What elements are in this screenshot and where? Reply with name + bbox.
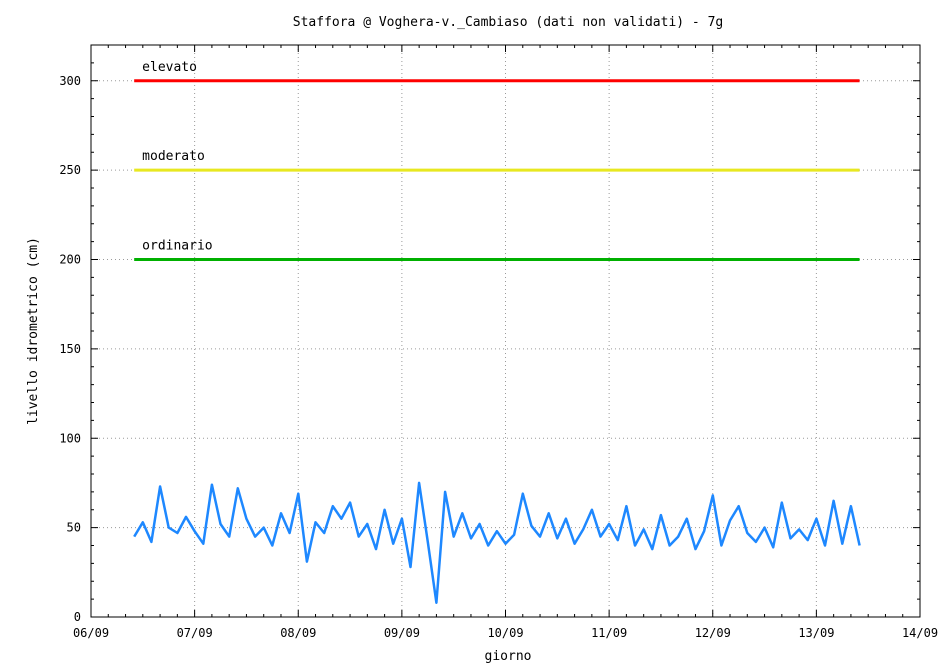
series-layer bbox=[133, 481, 861, 604]
series-line bbox=[133, 481, 861, 604]
threshold-label-moderato: moderato bbox=[142, 149, 205, 164]
x-tick-label: 14/09 bbox=[902, 626, 938, 640]
x-tick-label: 07/09 bbox=[177, 626, 213, 640]
y-tick-label: 100 bbox=[59, 431, 81, 445]
x-tick-label: 09/09 bbox=[384, 626, 420, 640]
y-tick-label: 50 bbox=[67, 521, 81, 535]
y-axis: 0 50 100 150 200 250 300 bbox=[59, 62, 920, 624]
x-tick-label: 11/09 bbox=[591, 626, 627, 640]
x-tick-label: 08/09 bbox=[280, 626, 316, 640]
y-tick-label: 0 bbox=[74, 610, 81, 624]
plot-frame bbox=[90, 44, 921, 618]
chart-title: Staffora @ Voghera-v._Cambiaso (dati non… bbox=[293, 15, 723, 30]
x-tick-label: 13/09 bbox=[798, 626, 834, 640]
y-tick-label: 150 bbox=[59, 342, 81, 356]
y-tick-label: 200 bbox=[59, 253, 81, 267]
threshold-label-elevato: elevato bbox=[142, 60, 197, 75]
y-tick-label: 250 bbox=[59, 163, 81, 177]
y-axis-label: livello idrometrico (cm) bbox=[26, 237, 41, 425]
y-tick-label: 300 bbox=[59, 74, 81, 88]
threshold-lines: elevato moderato ordinario bbox=[134, 60, 860, 261]
x-tick-label: 10/09 bbox=[487, 626, 523, 640]
x-axis: 06/09 07/09 08/09 09/09 10/09 11/09 12/09 13/09… bbox=[73, 45, 938, 640]
x-tick-label: 12/09 bbox=[695, 626, 731, 640]
threshold-label-ordinario: ordinario bbox=[142, 239, 212, 254]
x-tick-label: 06/09 bbox=[73, 626, 109, 640]
grid bbox=[91, 45, 920, 617]
x-axis-label: giorno bbox=[485, 649, 532, 664]
